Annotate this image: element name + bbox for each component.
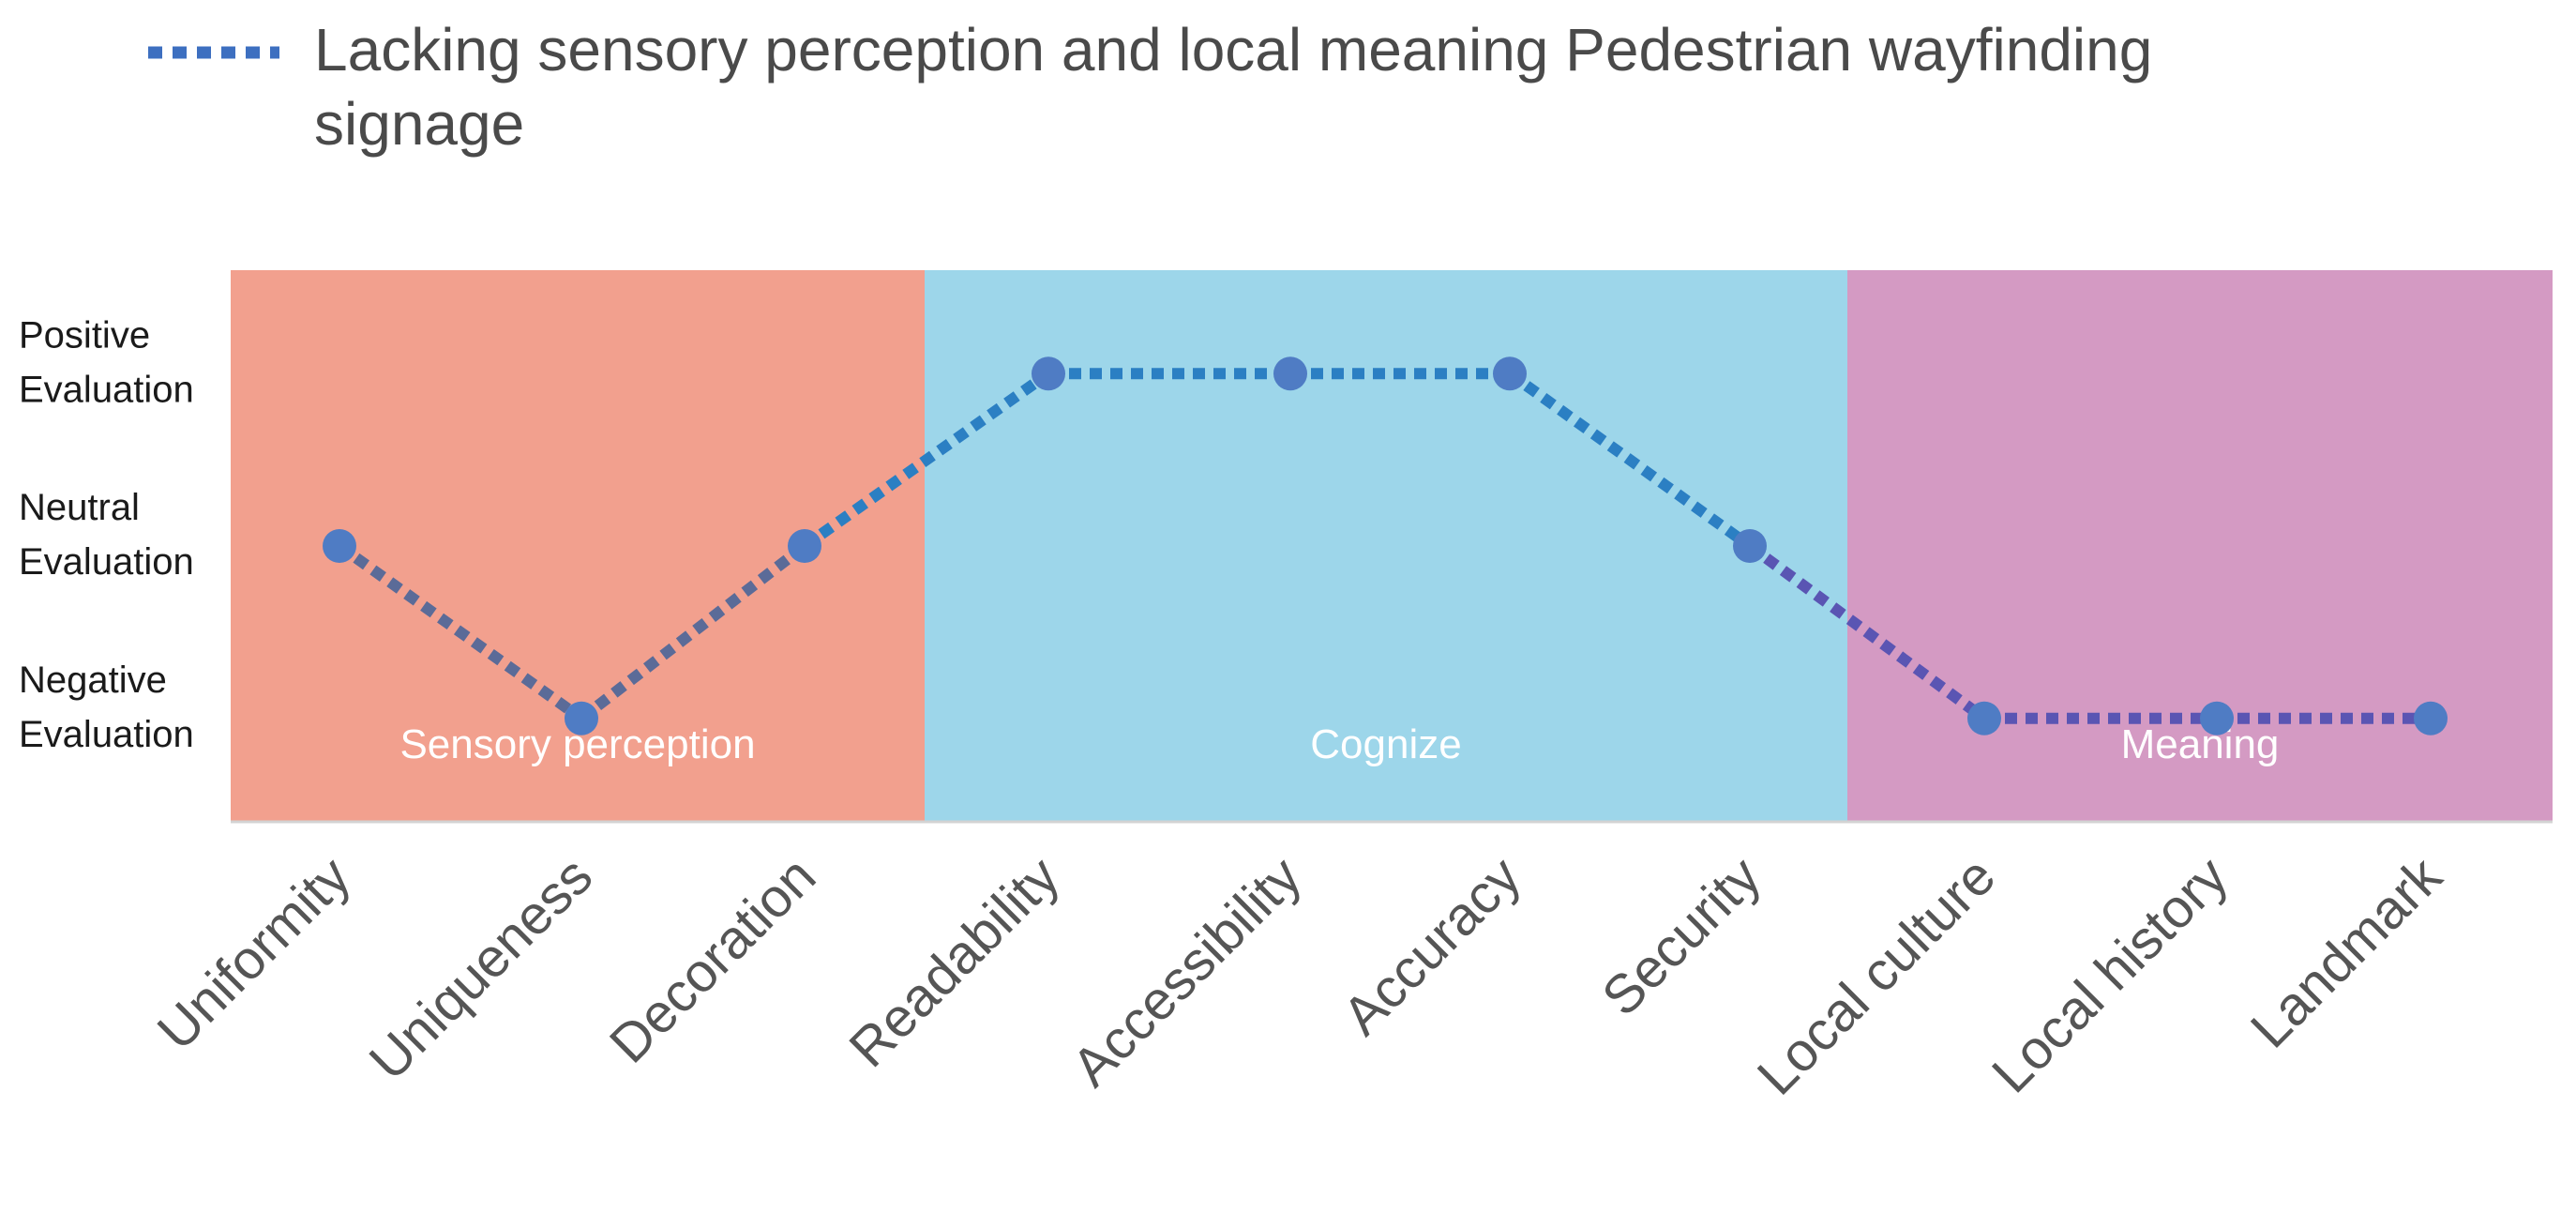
x-tick-label: Uniformity (146, 845, 363, 1062)
band-cognize (925, 270, 1847, 822)
band-labels: Sensory perception Cognize Meaning (399, 721, 2279, 767)
point-accuracy (1493, 356, 1527, 391)
x-tick-label: Landmark (2239, 845, 2454, 1060)
y-tick-label: Evaluation (19, 714, 194, 755)
point-decoration (788, 529, 821, 563)
x-tick-label: Uniqueness (358, 845, 605, 1092)
point-uniqueness (565, 701, 598, 735)
point-security (1733, 529, 1767, 563)
legend: Lacking sensory perception and local mea… (148, 16, 2152, 158)
y-tick-label: Negative (19, 660, 167, 701)
x-tick-label: Readability (837, 845, 1071, 1079)
legend-label-continued: signage (314, 90, 524, 158)
series-line-segment (1506, 369, 1754, 551)
series-line (336, 368, 2431, 724)
legend-label: Lacking sensory perception and local mea… (314, 16, 2152, 83)
point-local-history (2200, 701, 2234, 735)
series-line-segment (1746, 541, 1988, 723)
series-line-segment (336, 541, 585, 723)
x-tick-label: Local culture (1746, 845, 2008, 1107)
series-line-segment (578, 541, 808, 723)
point-landmark (2414, 701, 2448, 735)
point-local-culture (1967, 701, 2001, 735)
y-axis-labels: Negative Evaluation Neutral Evaluation Posit… (19, 314, 194, 755)
y-tick-label: Evaluation (19, 541, 194, 583)
series-points (323, 356, 2448, 735)
x-tick-label: Decoration (598, 845, 827, 1074)
series-line-segment (801, 369, 1052, 551)
x-tick-label: Accessibility (1061, 845, 1313, 1098)
y-tick-label: Positive (19, 314, 150, 356)
y-tick-label: Neutral (19, 487, 140, 528)
point-readability (1032, 356, 1065, 391)
band-label: Cognize (1310, 721, 1461, 767)
y-tick-label: Evaluation (19, 369, 194, 410)
x-tick-label: Local history (1981, 845, 2239, 1104)
band-label: Meaning (2121, 721, 2280, 767)
x-tick-label: Accuracy (1332, 845, 1533, 1047)
point-accessibility (1273, 356, 1307, 391)
x-tick-label: Security (1590, 845, 1772, 1027)
point-uniformity (323, 529, 356, 563)
